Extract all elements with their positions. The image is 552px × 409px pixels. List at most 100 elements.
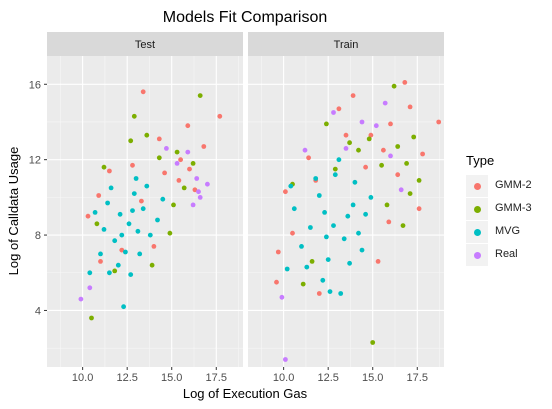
point-real [359,119,365,125]
point-gmm-3 [407,191,413,197]
point-gmm-2 [178,157,184,163]
point-mvg [341,236,347,242]
point-gmm-3 [112,268,118,274]
point-mvg [322,210,327,215]
point-mvg [368,195,374,200]
point-gmm-2 [381,147,386,153]
y-axis-label: Log of Calldata Usage [6,147,21,276]
facet-strip-test [47,32,243,56]
point-real [164,146,169,151]
x-tick-label: 17.5 [206,372,227,384]
point-mvg [137,251,143,257]
point-gmm-2 [436,119,442,125]
chart-title: Models Fit Comparison [163,9,328,26]
point-mvg [112,238,118,244]
point-mvg [308,225,313,230]
x-tick-label: 12.5 [317,372,338,384]
point-gmm-2 [192,187,198,193]
y-axis: 4 8 12 16 [29,79,47,317]
y-tick-label: 16 [29,79,41,91]
point-gmm-3 [416,178,422,183]
y-tick-label: 8 [35,230,41,242]
point-gmm-2 [402,80,408,85]
point-mvg [135,228,141,234]
panel-train [248,56,444,367]
point-mvg [144,183,150,189]
point-mvg [98,251,103,257]
point-gmm-2 [283,189,288,195]
point-real [185,149,191,155]
point-mvg [304,264,310,270]
point-gmm-3 [411,134,417,140]
point-gmm-2 [107,168,112,174]
point-gmm-2 [187,166,192,172]
point-gmm-2 [217,113,223,119]
x-axis-label: Log of Execution Gas [183,386,308,401]
x-tick-label: 12.5 [116,372,137,384]
point-gmm-3 [144,132,150,138]
point-gmm-3 [190,161,196,166]
point-gmm-2 [119,247,125,253]
point-mvg [101,227,107,232]
panel-test [47,56,243,367]
point-gmm-3 [128,138,134,144]
legend-key [466,198,488,220]
point-mvg [352,179,358,185]
point-real [78,296,84,302]
point-gmm-3 [384,202,390,208]
point-gmm-3 [300,281,306,287]
point-gmm-2 [407,104,413,110]
point-mvg [133,176,139,181]
point-mvg [288,183,294,189]
point-gmm-2 [416,206,422,212]
point-mvg [299,244,304,249]
point-mvg [87,270,93,276]
point-gmm-2 [363,164,368,170]
point-gmm-2 [306,155,311,161]
point-mvg [155,217,160,223]
point-gmm-3 [356,147,361,153]
x-tick-label: 15.0 [161,372,182,384]
point-gmm-3 [149,262,155,268]
point-mvg [338,291,344,296]
point-mvg [140,206,146,212]
point-mvg [359,247,365,253]
legend-item-mvg: MVG [466,221,546,243]
point-real [87,285,93,291]
x-tick-label: 10.0 [273,372,294,384]
x-tick-label: 17.5 [407,372,428,384]
point-gmm-3 [167,230,173,236]
point-real [190,202,196,208]
point-gmm-2 [139,198,144,204]
point-gmm-2 [201,144,207,149]
point-gmm-2 [316,291,322,296]
legend-label: GMM-3 [495,202,532,214]
point-gmm-2 [151,244,157,249]
facet-strip-train [248,32,444,56]
point-mvg [336,157,342,163]
point-gmm-3 [156,155,162,161]
point-gmm-2 [85,213,91,219]
legend-item-gmm-2: GMM-2 [466,175,546,197]
point-gmm-2 [375,259,381,264]
point-mvg [131,191,137,197]
x-tick-label: 10.0 [72,372,93,384]
legend-swatch [474,252,481,259]
legend-item-gmm-3: GMM-3 [466,198,546,220]
point-mvg [108,185,114,191]
point-mvg [115,262,121,268]
legend-swatch [474,206,481,213]
point-gmm-2 [395,172,401,178]
point-gmm-3 [89,315,94,321]
point-gmm-3 [379,162,384,168]
point-gmm-2 [162,170,168,176]
legend-key [466,244,488,266]
point-mvg [347,260,352,266]
facet-train: Train [248,32,444,367]
point-mvg [160,196,166,202]
point-gmm-3 [197,93,203,98]
legend-swatch [474,229,481,236]
point-mvg [316,193,322,198]
point-gmm-2 [274,279,279,285]
point-gmm-2 [388,121,393,127]
